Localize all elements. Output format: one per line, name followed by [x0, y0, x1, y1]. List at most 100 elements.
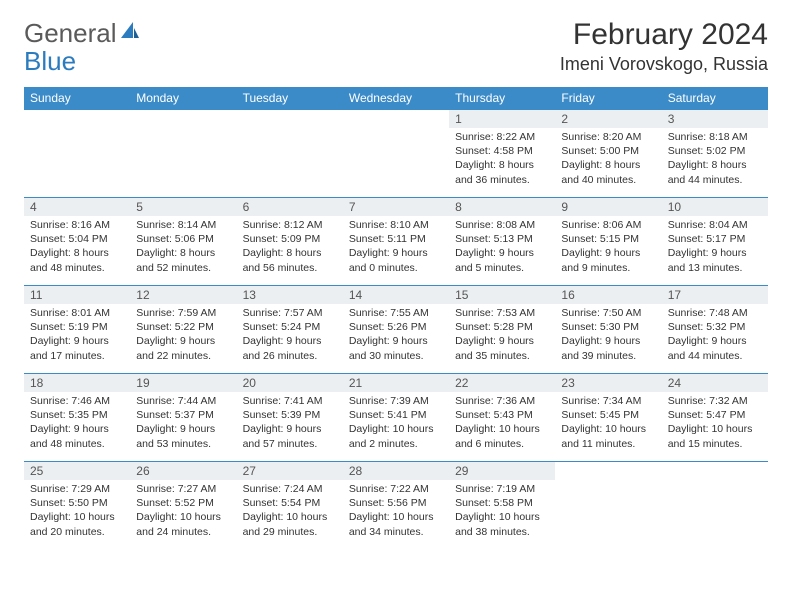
day-number: 6 [237, 198, 343, 216]
detail-line-ss: Sunset: 5:17 PM [668, 232, 762, 246]
header: General February 2024 Imeni Vorovskogo, … [24, 18, 768, 75]
calendar-cell: 21Sunrise: 7:39 AMSunset: 5:41 PMDayligh… [343, 374, 449, 462]
calendar-cell: 25Sunrise: 7:29 AMSunset: 5:50 PMDayligh… [24, 462, 130, 550]
detail-line-d2: and 6 minutes. [455, 437, 549, 451]
day-details: Sunrise: 7:39 AMSunset: 5:41 PMDaylight:… [343, 392, 449, 455]
detail-line-d1: Daylight: 8 hours [30, 246, 124, 260]
day-number: 20 [237, 374, 343, 392]
detail-line-sr: Sunrise: 7:59 AM [136, 306, 230, 320]
detail-line-d1: Daylight: 8 hours [243, 246, 337, 260]
detail-line-ss: Sunset: 5:32 PM [668, 320, 762, 334]
detail-line-d2: and 11 minutes. [561, 437, 655, 451]
weekday-header: Thursday [449, 87, 555, 110]
day-number: 27 [237, 462, 343, 480]
detail-line-ss: Sunset: 5:37 PM [136, 408, 230, 422]
detail-line-sr: Sunrise: 8:08 AM [455, 218, 549, 232]
calendar-cell: 10Sunrise: 8:04 AMSunset: 5:17 PMDayligh… [662, 198, 768, 286]
detail-line-sr: Sunrise: 7:50 AM [561, 306, 655, 320]
calendar-cell: 5Sunrise: 8:14 AMSunset: 5:06 PMDaylight… [130, 198, 236, 286]
day-number: 1 [449, 110, 555, 128]
day-number: 13 [237, 286, 343, 304]
detail-line-ss: Sunset: 5:00 PM [561, 144, 655, 158]
calendar-row: 25Sunrise: 7:29 AMSunset: 5:50 PMDayligh… [24, 462, 768, 550]
day-number: 16 [555, 286, 661, 304]
calendar-cell: 3Sunrise: 8:18 AMSunset: 5:02 PMDaylight… [662, 110, 768, 198]
logo-text-blue: Blue [24, 46, 76, 77]
detail-line-d2: and 44 minutes. [668, 349, 762, 363]
day-details: Sunrise: 7:32 AMSunset: 5:47 PMDaylight:… [662, 392, 768, 455]
calendar-cell: 1Sunrise: 8:22 AMSunset: 4:58 PMDaylight… [449, 110, 555, 198]
calendar-cell-empty [343, 110, 449, 198]
calendar-row: 1Sunrise: 8:22 AMSunset: 4:58 PMDaylight… [24, 110, 768, 198]
detail-line-sr: Sunrise: 7:36 AM [455, 394, 549, 408]
day-number: 24 [662, 374, 768, 392]
calendar-cell: 24Sunrise: 7:32 AMSunset: 5:47 PMDayligh… [662, 374, 768, 462]
weekday-header: Sunday [24, 87, 130, 110]
day-number: 17 [662, 286, 768, 304]
detail-line-d1: Daylight: 9 hours [455, 246, 549, 260]
detail-line-ss: Sunset: 5:19 PM [30, 320, 124, 334]
detail-line-sr: Sunrise: 8:16 AM [30, 218, 124, 232]
day-number: 28 [343, 462, 449, 480]
detail-line-d2: and 39 minutes. [561, 349, 655, 363]
weekday-header: Friday [555, 87, 661, 110]
day-details: Sunrise: 8:10 AMSunset: 5:11 PMDaylight:… [343, 216, 449, 279]
detail-line-d2: and 15 minutes. [668, 437, 762, 451]
day-details: Sunrise: 8:18 AMSunset: 5:02 PMDaylight:… [662, 128, 768, 191]
day-details: Sunrise: 7:44 AMSunset: 5:37 PMDaylight:… [130, 392, 236, 455]
calendar-body: 1Sunrise: 8:22 AMSunset: 4:58 PMDaylight… [24, 110, 768, 550]
day-details: Sunrise: 8:12 AMSunset: 5:09 PMDaylight:… [237, 216, 343, 279]
detail-line-ss: Sunset: 5:58 PM [455, 496, 549, 510]
day-details: Sunrise: 7:55 AMSunset: 5:26 PMDaylight:… [343, 304, 449, 367]
detail-line-d1: Daylight: 9 hours [30, 422, 124, 436]
day-number: 3 [662, 110, 768, 128]
detail-line-d2: and 26 minutes. [243, 349, 337, 363]
calendar-head: SundayMondayTuesdayWednesdayThursdayFrid… [24, 87, 768, 110]
detail-line-ss: Sunset: 5:11 PM [349, 232, 443, 246]
detail-line-d1: Daylight: 9 hours [455, 334, 549, 348]
day-details: Sunrise: 7:34 AMSunset: 5:45 PMDaylight:… [555, 392, 661, 455]
location-label: Imeni Vorovskogo, Russia [560, 54, 768, 75]
calendar-cell: 17Sunrise: 7:48 AMSunset: 5:32 PMDayligh… [662, 286, 768, 374]
logo: General [24, 18, 141, 49]
day-details: Sunrise: 8:16 AMSunset: 5:04 PMDaylight:… [24, 216, 130, 279]
weekday-header: Monday [130, 87, 236, 110]
detail-line-d1: Daylight: 9 hours [136, 422, 230, 436]
day-number: 7 [343, 198, 449, 216]
detail-line-sr: Sunrise: 7:27 AM [136, 482, 230, 496]
detail-line-sr: Sunrise: 7:29 AM [30, 482, 124, 496]
day-details: Sunrise: 8:06 AMSunset: 5:15 PMDaylight:… [555, 216, 661, 279]
detail-line-ss: Sunset: 5:02 PM [668, 144, 762, 158]
detail-line-d1: Daylight: 9 hours [30, 334, 124, 348]
calendar-table: SundayMondayTuesdayWednesdayThursdayFrid… [24, 87, 768, 550]
calendar-cell: 27Sunrise: 7:24 AMSunset: 5:54 PMDayligh… [237, 462, 343, 550]
detail-line-ss: Sunset: 5:24 PM [243, 320, 337, 334]
detail-line-d2: and 44 minutes. [668, 173, 762, 187]
detail-line-ss: Sunset: 5:50 PM [30, 496, 124, 510]
month-title: February 2024 [560, 18, 768, 52]
day-details: Sunrise: 8:04 AMSunset: 5:17 PMDaylight:… [662, 216, 768, 279]
detail-line-d2: and 48 minutes. [30, 261, 124, 275]
detail-line-ss: Sunset: 5:41 PM [349, 408, 443, 422]
day-number: 18 [24, 374, 130, 392]
day-details: Sunrise: 7:24 AMSunset: 5:54 PMDaylight:… [237, 480, 343, 543]
calendar-cell: 2Sunrise: 8:20 AMSunset: 5:00 PMDaylight… [555, 110, 661, 198]
day-number: 19 [130, 374, 236, 392]
detail-line-sr: Sunrise: 7:53 AM [455, 306, 549, 320]
calendar-cell: 19Sunrise: 7:44 AMSunset: 5:37 PMDayligh… [130, 374, 236, 462]
day-details: Sunrise: 7:50 AMSunset: 5:30 PMDaylight:… [555, 304, 661, 367]
detail-line-ss: Sunset: 5:04 PM [30, 232, 124, 246]
day-details: Sunrise: 7:29 AMSunset: 5:50 PMDaylight:… [24, 480, 130, 543]
detail-line-d2: and 30 minutes. [349, 349, 443, 363]
detail-line-d2: and 57 minutes. [243, 437, 337, 451]
detail-line-d1: Daylight: 10 hours [561, 422, 655, 436]
calendar-cell: 18Sunrise: 7:46 AMSunset: 5:35 PMDayligh… [24, 374, 130, 462]
detail-line-sr: Sunrise: 7:39 AM [349, 394, 443, 408]
calendar-cell: 9Sunrise: 8:06 AMSunset: 5:15 PMDaylight… [555, 198, 661, 286]
detail-line-sr: Sunrise: 8:06 AM [561, 218, 655, 232]
detail-line-d2: and 9 minutes. [561, 261, 655, 275]
detail-line-d1: Daylight: 10 hours [30, 510, 124, 524]
detail-line-d1: Daylight: 8 hours [136, 246, 230, 260]
detail-line-sr: Sunrise: 7:44 AM [136, 394, 230, 408]
day-details: Sunrise: 7:36 AMSunset: 5:43 PMDaylight:… [449, 392, 555, 455]
